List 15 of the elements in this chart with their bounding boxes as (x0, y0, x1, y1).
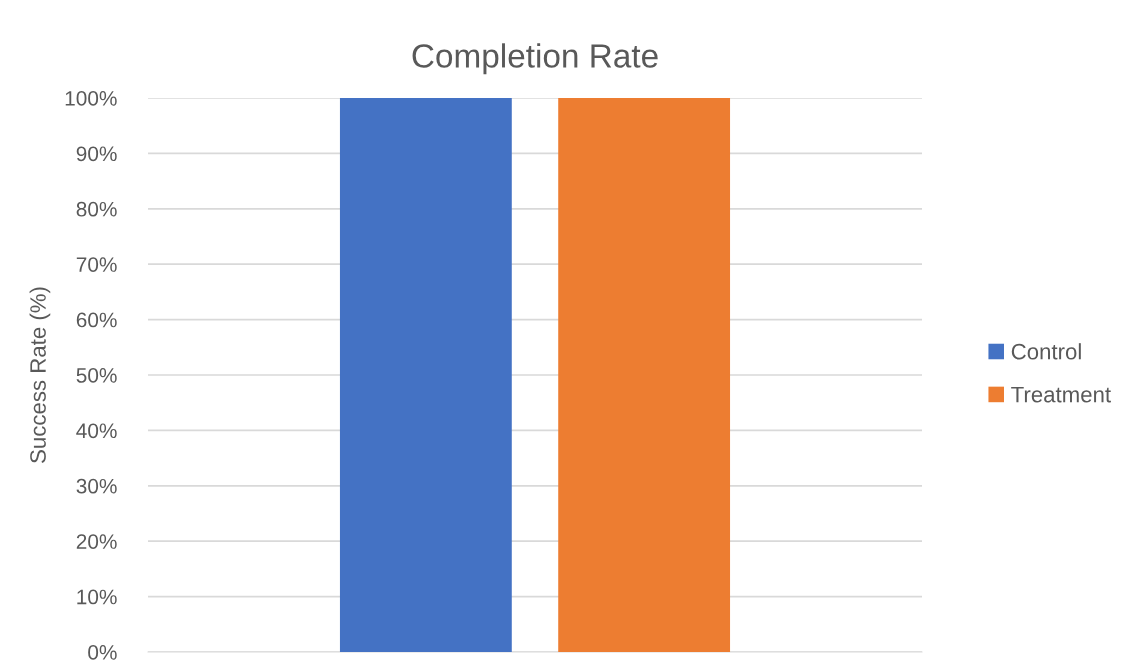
y-tick-label: 30% (76, 478, 117, 494)
legend-label: Treatment (1011, 386, 1111, 403)
y-tick-label: 90% (76, 146, 117, 162)
y-tick-label: 100% (65, 91, 117, 106)
legend-label: Control (1011, 343, 1081, 360)
y-tick-label: 60% (76, 312, 117, 328)
y-tick-label: 50% (76, 368, 117, 383)
y-tick-label: 0% (88, 645, 117, 660)
y-tick-label: 10% (77, 589, 117, 605)
y-axis-title: Success Rate (%) (29, 287, 51, 463)
y-tick-label: 80% (76, 201, 117, 217)
y-tick-label: 70% (76, 257, 117, 272)
y-tick-label: 40% (76, 423, 117, 439)
y-tick-label: 20% (76, 534, 117, 549)
chart-title: Completion Rate (412, 43, 658, 75)
